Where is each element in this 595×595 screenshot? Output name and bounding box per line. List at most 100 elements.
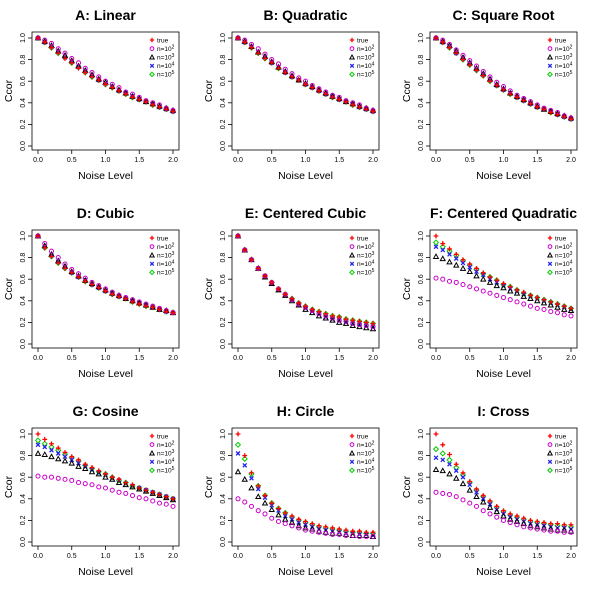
data-point (35, 431, 41, 437)
data-point (262, 56, 268, 61)
legend-marker-3 (149, 459, 155, 465)
data-point (447, 246, 452, 252)
x-axis-label: Noise Level (476, 566, 531, 578)
legend-marker-2 (148, 53, 156, 60)
data-point (55, 50, 61, 56)
data-point (447, 45, 452, 51)
series-2 (432, 466, 575, 534)
data-point (507, 287, 514, 294)
legend-marker-2 (546, 53, 554, 60)
data-point (42, 437, 48, 442)
legend-marker-1 (547, 442, 553, 447)
data-point (514, 522, 520, 528)
data-point (554, 528, 561, 534)
data-point (453, 474, 460, 481)
data-point (323, 91, 329, 97)
data-point (453, 256, 459, 262)
data-point (528, 101, 533, 107)
data-point (467, 284, 473, 290)
data-point (567, 307, 575, 313)
data-point (555, 112, 560, 118)
data-point (514, 287, 520, 293)
legend-label-0: true (555, 433, 567, 440)
y-tick-label: 0.6 (20, 472, 27, 482)
data-point (459, 480, 467, 487)
data-point (527, 303, 534, 309)
data-point (116, 476, 122, 482)
y-tick-label: 0.6 (20, 274, 27, 284)
data-point (548, 299, 554, 305)
legend-label-3: n=104 (555, 458, 573, 467)
y-axis-label: Ccor (203, 277, 215, 300)
panel-title: F: Centered Quadratic (430, 205, 577, 221)
data-point (432, 466, 440, 473)
data-point (460, 257, 466, 263)
legend-label-1: n=102 (357, 44, 375, 53)
x-tick-label: 0.5 (67, 157, 77, 164)
data-point (89, 482, 95, 488)
data-point (316, 309, 322, 314)
data-point (357, 104, 362, 110)
x-tick-label: 1.5 (334, 553, 344, 560)
data-point (235, 451, 241, 456)
data-point (262, 493, 268, 498)
data-point (268, 506, 275, 513)
legend-marker-4 (349, 71, 355, 78)
data-point (150, 304, 156, 310)
y-tick-label: 0.2 (418, 317, 425, 327)
data-point (282, 291, 289, 298)
data-point (453, 494, 459, 500)
data-point (62, 476, 68, 482)
y-tick-label: 0.0 (220, 339, 227, 349)
data-point (309, 528, 315, 534)
data-point (49, 441, 54, 447)
panel-title: D: Cubic (77, 205, 135, 221)
legend-label-3: n=104 (357, 62, 375, 71)
data-point (433, 431, 439, 437)
data-point (255, 266, 261, 271)
legend-marker-3 (149, 261, 155, 267)
series-0 (35, 431, 176, 502)
data-point (289, 523, 295, 529)
data-point (296, 516, 302, 522)
data-point (276, 506, 281, 511)
legend-marker-1 (547, 244, 553, 249)
legend-marker-2 (348, 449, 356, 456)
data-point (136, 301, 142, 307)
data-point (116, 88, 122, 94)
panel-title: E: Centered Cubic (245, 205, 367, 221)
data-point (170, 503, 176, 509)
data-point (115, 479, 123, 486)
data-point (459, 264, 467, 271)
data-point (440, 241, 446, 246)
data-point (255, 50, 261, 56)
y-tick-label: 0.6 (418, 274, 425, 284)
data-point (268, 280, 275, 286)
data-point (446, 456, 453, 464)
data-point (157, 492, 162, 497)
data-point (156, 500, 163, 506)
data-point (309, 521, 315, 527)
series-0 (433, 431, 574, 528)
data-point (548, 309, 554, 315)
x-tick-label: 1.0 (301, 355, 311, 362)
series-1 (35, 473, 176, 509)
legend-label-4: n=105 (157, 466, 175, 475)
data-point (109, 475, 116, 482)
x-tick-label: 1.5 (134, 157, 144, 164)
data-point (123, 480, 129, 485)
data-point (276, 286, 281, 292)
y-tick-label: 0.2 (20, 317, 27, 327)
data-point (130, 299, 135, 305)
data-point (474, 269, 479, 275)
series-0 (235, 431, 376, 535)
data-point (433, 35, 439, 41)
data-point (288, 519, 296, 525)
y-tick-label: 0.2 (20, 119, 27, 129)
data-point (540, 299, 548, 306)
data-point (102, 485, 109, 491)
data-point (35, 233, 41, 239)
data-point (363, 320, 369, 325)
